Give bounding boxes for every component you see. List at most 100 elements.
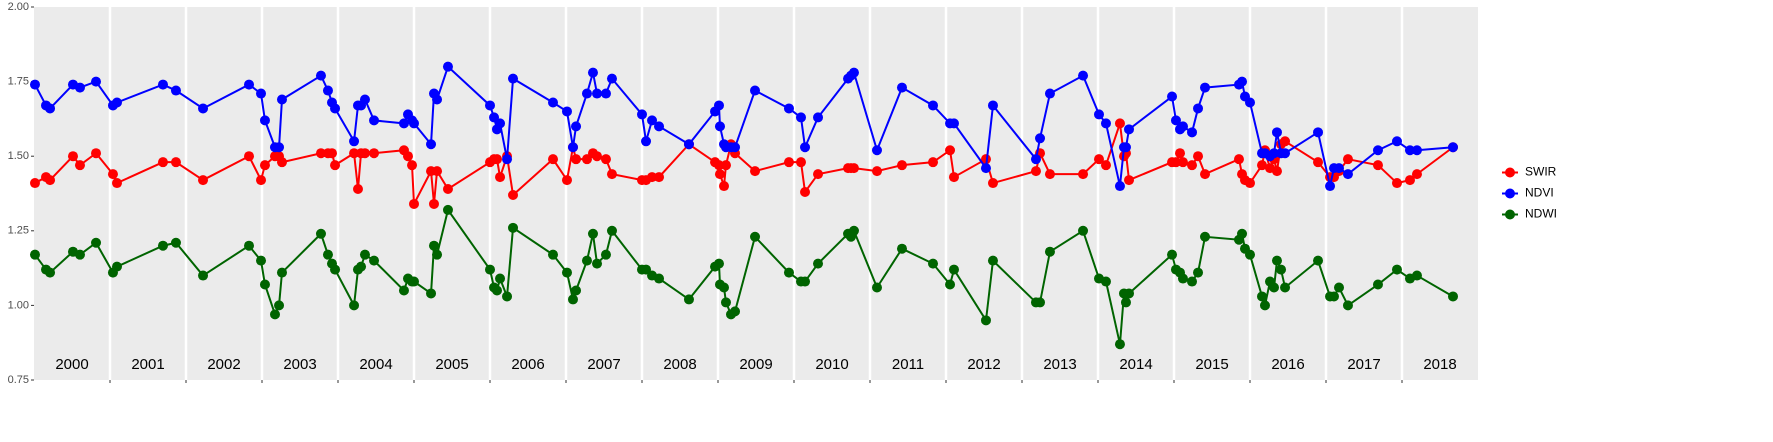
data-point (800, 142, 811, 153)
data-point (157, 79, 168, 90)
year-label: 2014 (1119, 356, 1152, 373)
data-point (1313, 255, 1324, 266)
data-point (170, 157, 181, 168)
data-point (1237, 76, 1248, 87)
data-point (719, 282, 730, 293)
data-point (606, 169, 617, 180)
data-point (495, 172, 506, 183)
y-tick-label: 0.75 (8, 374, 29, 386)
data-point (1035, 133, 1046, 144)
panel (34, 7, 1478, 380)
data-point (714, 169, 725, 180)
data-point (800, 187, 811, 198)
data-point (1114, 339, 1125, 350)
data-point (491, 285, 502, 296)
data-point (244, 79, 255, 90)
year-label: 2003 (283, 356, 316, 373)
data-point (1372, 279, 1383, 290)
y-tick-label: 2.00 (8, 1, 29, 13)
data-point (74, 249, 85, 260)
data-point (1447, 291, 1458, 302)
data-point (1200, 82, 1211, 93)
data-point (871, 145, 882, 156)
data-point (1100, 118, 1111, 129)
data-point (508, 189, 519, 200)
data-point (720, 160, 731, 171)
year-label: 2000 (55, 356, 88, 373)
data-point (1269, 148, 1280, 159)
data-point (369, 255, 380, 266)
data-point (244, 240, 255, 251)
data-point (683, 139, 694, 150)
data-point (987, 255, 998, 266)
data-point (848, 67, 859, 78)
data-point (1120, 142, 1131, 153)
data-point (1280, 148, 1291, 159)
data-point (485, 100, 495, 111)
data-point (107, 169, 118, 180)
data-point (571, 154, 582, 165)
data-point (561, 267, 572, 278)
data-point (198, 103, 209, 114)
year-label: 2012 (967, 356, 1000, 373)
data-point (330, 264, 341, 275)
data-point (1313, 127, 1324, 138)
year-label: 2016 (1271, 356, 1304, 373)
data-point (714, 121, 725, 132)
year-label: 2005 (435, 356, 468, 373)
data-point (1245, 178, 1255, 189)
data-point (813, 112, 824, 123)
data-point (1259, 300, 1270, 311)
data-point (637, 109, 647, 120)
data-point (244, 151, 255, 162)
data-point (398, 118, 409, 129)
data-point (783, 267, 794, 278)
data-point (359, 94, 370, 105)
year-label: 2001 (131, 356, 164, 373)
data-point (1313, 157, 1324, 168)
data-point (1170, 115, 1181, 126)
data-point (928, 258, 939, 269)
data-point (1187, 276, 1198, 287)
data-point (1333, 282, 1344, 293)
data-point (428, 240, 439, 251)
data-point (1124, 288, 1135, 299)
data-point (359, 148, 370, 159)
data-point (359, 249, 370, 260)
data-point (571, 285, 582, 296)
data-point (1269, 282, 1280, 293)
data-point (428, 198, 439, 209)
data-point (259, 115, 270, 126)
data-point (1193, 103, 1204, 114)
data-point (29, 79, 40, 90)
data-point (654, 273, 665, 284)
data-point (750, 85, 761, 96)
data-point (1342, 300, 1353, 311)
data-point (928, 157, 939, 168)
data-point (813, 258, 824, 269)
data-point (561, 175, 572, 186)
data-point (1411, 145, 1422, 156)
data-point (74, 160, 85, 171)
data-point (1271, 127, 1282, 138)
data-point (111, 97, 122, 108)
data-point (198, 175, 209, 186)
data-point (1391, 136, 1402, 147)
data-point (1193, 267, 1204, 278)
data-point (848, 163, 859, 174)
year-label: 2002 (207, 356, 240, 373)
data-point (1342, 169, 1353, 180)
y-tick-label: 1.75 (8, 76, 29, 88)
data-point (67, 151, 78, 162)
data-point (315, 148, 326, 159)
data-point (111, 261, 122, 272)
y-tick-label: 1.25 (8, 225, 29, 237)
data-point (600, 249, 611, 260)
data-point (1447, 142, 1458, 153)
data-point (647, 115, 658, 126)
data-point (1237, 228, 1248, 239)
data-point (352, 184, 363, 195)
data-point (750, 231, 761, 242)
data-point (495, 273, 506, 284)
